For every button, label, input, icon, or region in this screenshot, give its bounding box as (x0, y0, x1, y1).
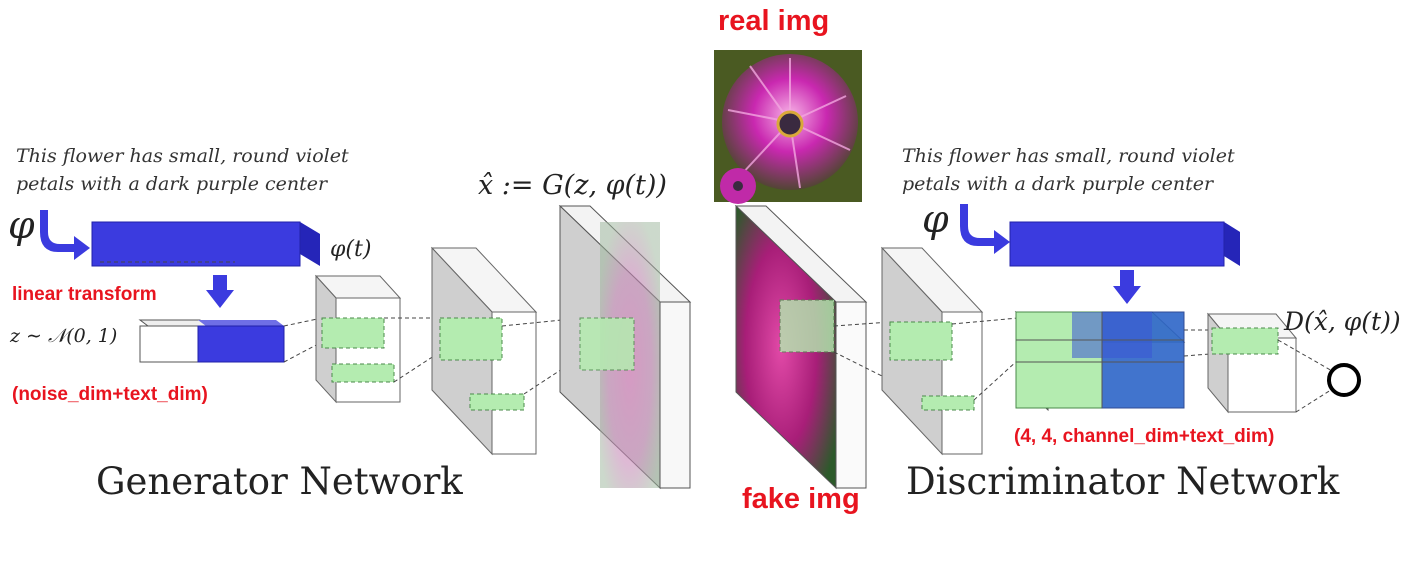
real-img-label: real img (718, 5, 829, 37)
gen-caption-line1: This flower has small, round violet (16, 145, 349, 167)
x-hat-label: x̂ := G(z, φ(t)) (478, 170, 667, 201)
disc-conv-block-1 (880, 246, 984, 456)
gen-phi-t-label: φ(t) (330, 237, 371, 262)
disc-dims-label: (4, 4, channel_dim+text_dim) (1014, 426, 1274, 447)
noise-text-dim-label: (noise_dim+text_dim) (12, 384, 208, 405)
disc-output-node (1327, 363, 1361, 397)
disc-text-embedding-bar (1009, 221, 1240, 267)
gen-conv-block-2 (430, 246, 538, 456)
gen-conv-block-1 (314, 274, 402, 404)
disc-concat-block (1014, 310, 1186, 412)
disc-caption-line2: petals with a dark purple center (902, 173, 1215, 195)
fake-flower-image (734, 204, 868, 490)
generator-network-label: Generator Network (96, 460, 463, 503)
gen-text-embedding-bar (91, 221, 320, 267)
z-concat-vector (138, 319, 285, 363)
disc-final-block (1206, 312, 1298, 414)
fake-img-label: fake img (742, 483, 860, 515)
discriminator-network-label: Discriminator Network (906, 460, 1340, 503)
gen-down-arrow (206, 275, 234, 308)
gen-phi-symbol: φ (8, 203, 35, 247)
real-flower-image (714, 50, 862, 204)
z-distribution-label: z ∼ 𝒩(0, 1) (9, 325, 117, 347)
disc-phi-symbol: φ (922, 197, 949, 241)
disc-caption-line1: This flower has small, round violet (902, 145, 1235, 167)
gen-output-image (558, 204, 692, 490)
disc-down-arrow (1113, 270, 1141, 304)
linear-transform-label: linear transform (12, 284, 157, 305)
gen-curved-arrow (40, 210, 90, 260)
gen-caption-line2: petals with a dark purple center (16, 173, 329, 195)
disc-curved-arrow (960, 204, 1010, 254)
d-output-label: D(x̂, φ(t)) (1283, 307, 1401, 336)
